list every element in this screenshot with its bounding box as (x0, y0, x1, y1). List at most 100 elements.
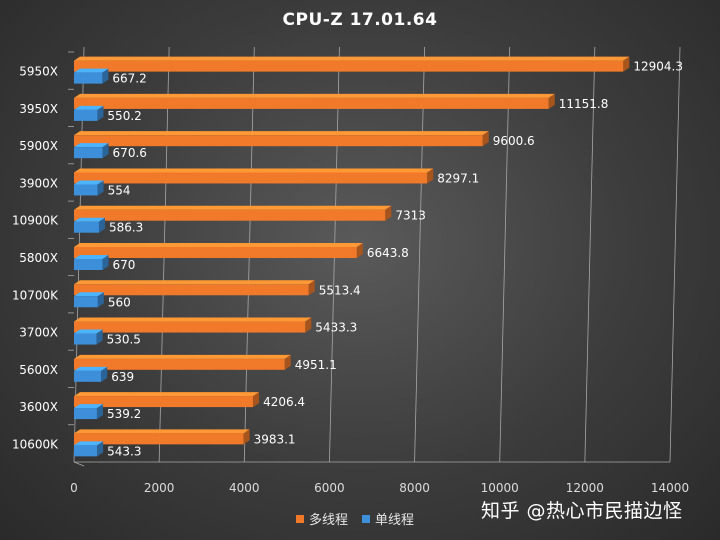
data-label-single: 530.5 (107, 333, 141, 347)
bar-end-face (548, 93, 555, 109)
bar-end-face (243, 429, 250, 445)
data-label-single: 554 (108, 183, 131, 197)
bar-multi-thread (74, 131, 489, 147)
x-tick-label: 4000 (229, 481, 260, 495)
data-label-multi: 4951.1 (295, 358, 337, 372)
bar-multi-thread (74, 243, 363, 258)
bar-end-face (98, 217, 105, 233)
y-tick-label: 5600X (19, 363, 58, 377)
y-tick-label: 3700X (19, 326, 58, 340)
bar-front-face (74, 221, 99, 233)
bar-front-face (74, 396, 254, 408)
bar-front-face (74, 109, 98, 121)
bar-front-face (74, 259, 103, 270)
legend-label-multi: 多线程 (309, 513, 349, 528)
bar-single-thread (74, 105, 104, 121)
bar-multi-thread (74, 317, 312, 333)
y-tick-label: 10700K (12, 288, 59, 302)
bar-front-face (74, 172, 428, 184)
bar-multi-thread (74, 56, 630, 72)
data-label-single: 670.6 (113, 146, 147, 160)
bar-top-face (74, 205, 392, 210)
bar-end-face (427, 168, 434, 184)
data-label-single: 539.2 (107, 407, 141, 421)
bar-single-thread (74, 404, 103, 420)
data-label-multi: 6643.8 (367, 246, 409, 260)
bar-front-face (74, 408, 97, 420)
bar-top-face (74, 131, 489, 136)
data-label-multi: 3983.1 (254, 432, 296, 446)
bar-end-face (308, 280, 315, 296)
bar-top-face (74, 317, 312, 322)
x-tick-label: 6000 (314, 481, 345, 495)
bar-front-face (74, 445, 98, 457)
bar-end-face (97, 105, 104, 121)
bar-front-face (74, 135, 483, 147)
gridline (584, 46, 596, 463)
floor-edge (73, 461, 85, 467)
bar-single-thread (74, 441, 104, 457)
y-tick-label: 3900X (19, 176, 58, 190)
bar-top-face (74, 68, 109, 73)
legend-item-single: 单线程 (362, 509, 414, 528)
bar-front-face (74, 60, 624, 72)
bar-end-face (102, 68, 109, 84)
y-tick-label: 10900K (12, 214, 59, 228)
bar-top-face (74, 441, 104, 446)
data-label-single: 543.3 (107, 444, 141, 458)
bar-top-face (74, 243, 363, 247)
bar-end-face (102, 255, 109, 270)
y-tick-label: 5800X (19, 251, 58, 265)
bar-top-face (74, 404, 103, 409)
bar-single-thread (74, 143, 109, 159)
bar-single-thread (74, 68, 109, 84)
bar-end-face (97, 180, 104, 196)
gridline (414, 46, 425, 463)
bar-end-face (385, 205, 392, 221)
bar-end-face (253, 392, 260, 408)
data-label-multi: 8297.1 (437, 171, 479, 185)
bar-single-thread (74, 329, 103, 345)
bar-multi-thread (74, 205, 392, 221)
data-label-multi: 4206.4 (263, 395, 305, 409)
bar-top-face (74, 280, 315, 285)
x-tick-label: 8000 (399, 481, 430, 495)
bar-end-face (101, 366, 108, 382)
bar-front-face (74, 370, 102, 382)
bar-multi-thread (74, 429, 250, 445)
bar-top-face (74, 217, 105, 222)
bar-front-face (74, 72, 103, 84)
data-label-single: 639 (111, 370, 134, 384)
bar-top-face (74, 429, 250, 434)
x-tick-label: 12000 (566, 481, 604, 495)
bar-end-face (623, 56, 630, 72)
bar-front-face (74, 209, 386, 221)
bar-front-face (74, 296, 98, 308)
bar-end-face (482, 131, 489, 147)
bar-front-face (74, 433, 244, 445)
legend-label-single: 单线程 (375, 513, 415, 528)
y-tick-label: 3950X (19, 102, 58, 116)
bar-top-face (74, 93, 555, 98)
bar-multi-thread (74, 93, 555, 109)
legend: 多线程 单线程 (296, 509, 414, 528)
bar-multi-thread (74, 354, 291, 370)
bar-top-face (74, 143, 109, 148)
bar-top-face (74, 105, 104, 110)
data-label-single: 670 (113, 258, 136, 272)
bar-top-face (74, 255, 109, 259)
gridline (499, 46, 511, 463)
bar-multi-thread (74, 280, 315, 296)
data-label-multi: 12904.3 (633, 60, 683, 74)
data-label-multi: 5433.3 (315, 321, 357, 335)
bar-end-face (356, 243, 363, 258)
x-tick-label: 10000 (481, 481, 519, 495)
bar-end-face (97, 441, 104, 457)
gridline (669, 46, 681, 463)
bar-top-face (74, 292, 104, 297)
bar-top-face (74, 366, 108, 371)
chart-title: CPU-Z 17.01.64 (282, 10, 438, 30)
bar-single-thread (74, 180, 104, 196)
